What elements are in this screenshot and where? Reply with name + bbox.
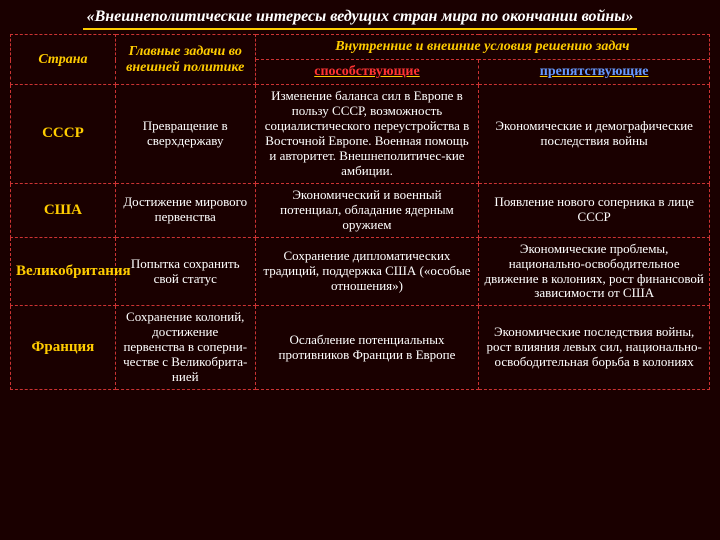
- hdr-country: Страна: [11, 35, 116, 85]
- cell-task: Превращение в сверхдержаву: [115, 85, 255, 184]
- table-row: Франция Сохранение колоний, достижение п…: [11, 306, 710, 390]
- main-table: Страна Главные задачи во внешней политик…: [10, 34, 710, 390]
- cell-country: Франция: [11, 306, 116, 390]
- hdr-tasks: Главные задачи во внешней политике: [115, 35, 255, 85]
- table-row: США Достижение мирового первенства Эконо…: [11, 183, 710, 237]
- cell-country: США: [11, 183, 116, 237]
- table-row: СССР Превращение в сверхдержаву Изменени…: [11, 85, 710, 184]
- cell-favorable: Ослабление потенциальных противников Фра…: [255, 306, 479, 390]
- cell-favorable: Экономический и военный потенциал, облад…: [255, 183, 479, 237]
- cell-task: Сохранение колоний, достижение первенств…: [115, 306, 255, 390]
- cell-task: Достижение мирового первенства: [115, 183, 255, 237]
- header-row-1: Страна Главные задачи во внешней политик…: [11, 35, 710, 60]
- cell-task: Попытка сохранить свой статус: [115, 237, 255, 306]
- slide-root: «Внешнеполитические интересы ведущих стр…: [0, 0, 720, 540]
- hdr-conditions: Внутренние и внешние условия решению зад…: [255, 35, 709, 60]
- cell-unfavorable: Появление нового соперника в лице СССР: [479, 183, 710, 237]
- cell-unfavorable: Экономические проблемы, национально-осво…: [479, 237, 710, 306]
- cell-unfavorable: Экономические последствия войны, рост вл…: [479, 306, 710, 390]
- cell-country: СССР: [11, 85, 116, 184]
- title-wrap: «Внешнеполитические интересы ведущих стр…: [10, 6, 710, 34]
- cell-favorable: Изменение баланса сил в Европе в пользу …: [255, 85, 479, 184]
- cell-country: Великобритания: [11, 237, 116, 306]
- cell-favorable: Сохранение дипломатических традиций, под…: [255, 237, 479, 306]
- table-row: Великобритания Попытка сохранить свой ст…: [11, 237, 710, 306]
- hdr-unfavorable: препятствующие: [479, 60, 710, 85]
- hdr-favorable: способствующие: [255, 60, 479, 85]
- slide-title: «Внешнеполитические интересы ведущих стр…: [83, 8, 638, 30]
- cell-unfavorable: Экономические и демографические последст…: [479, 85, 710, 184]
